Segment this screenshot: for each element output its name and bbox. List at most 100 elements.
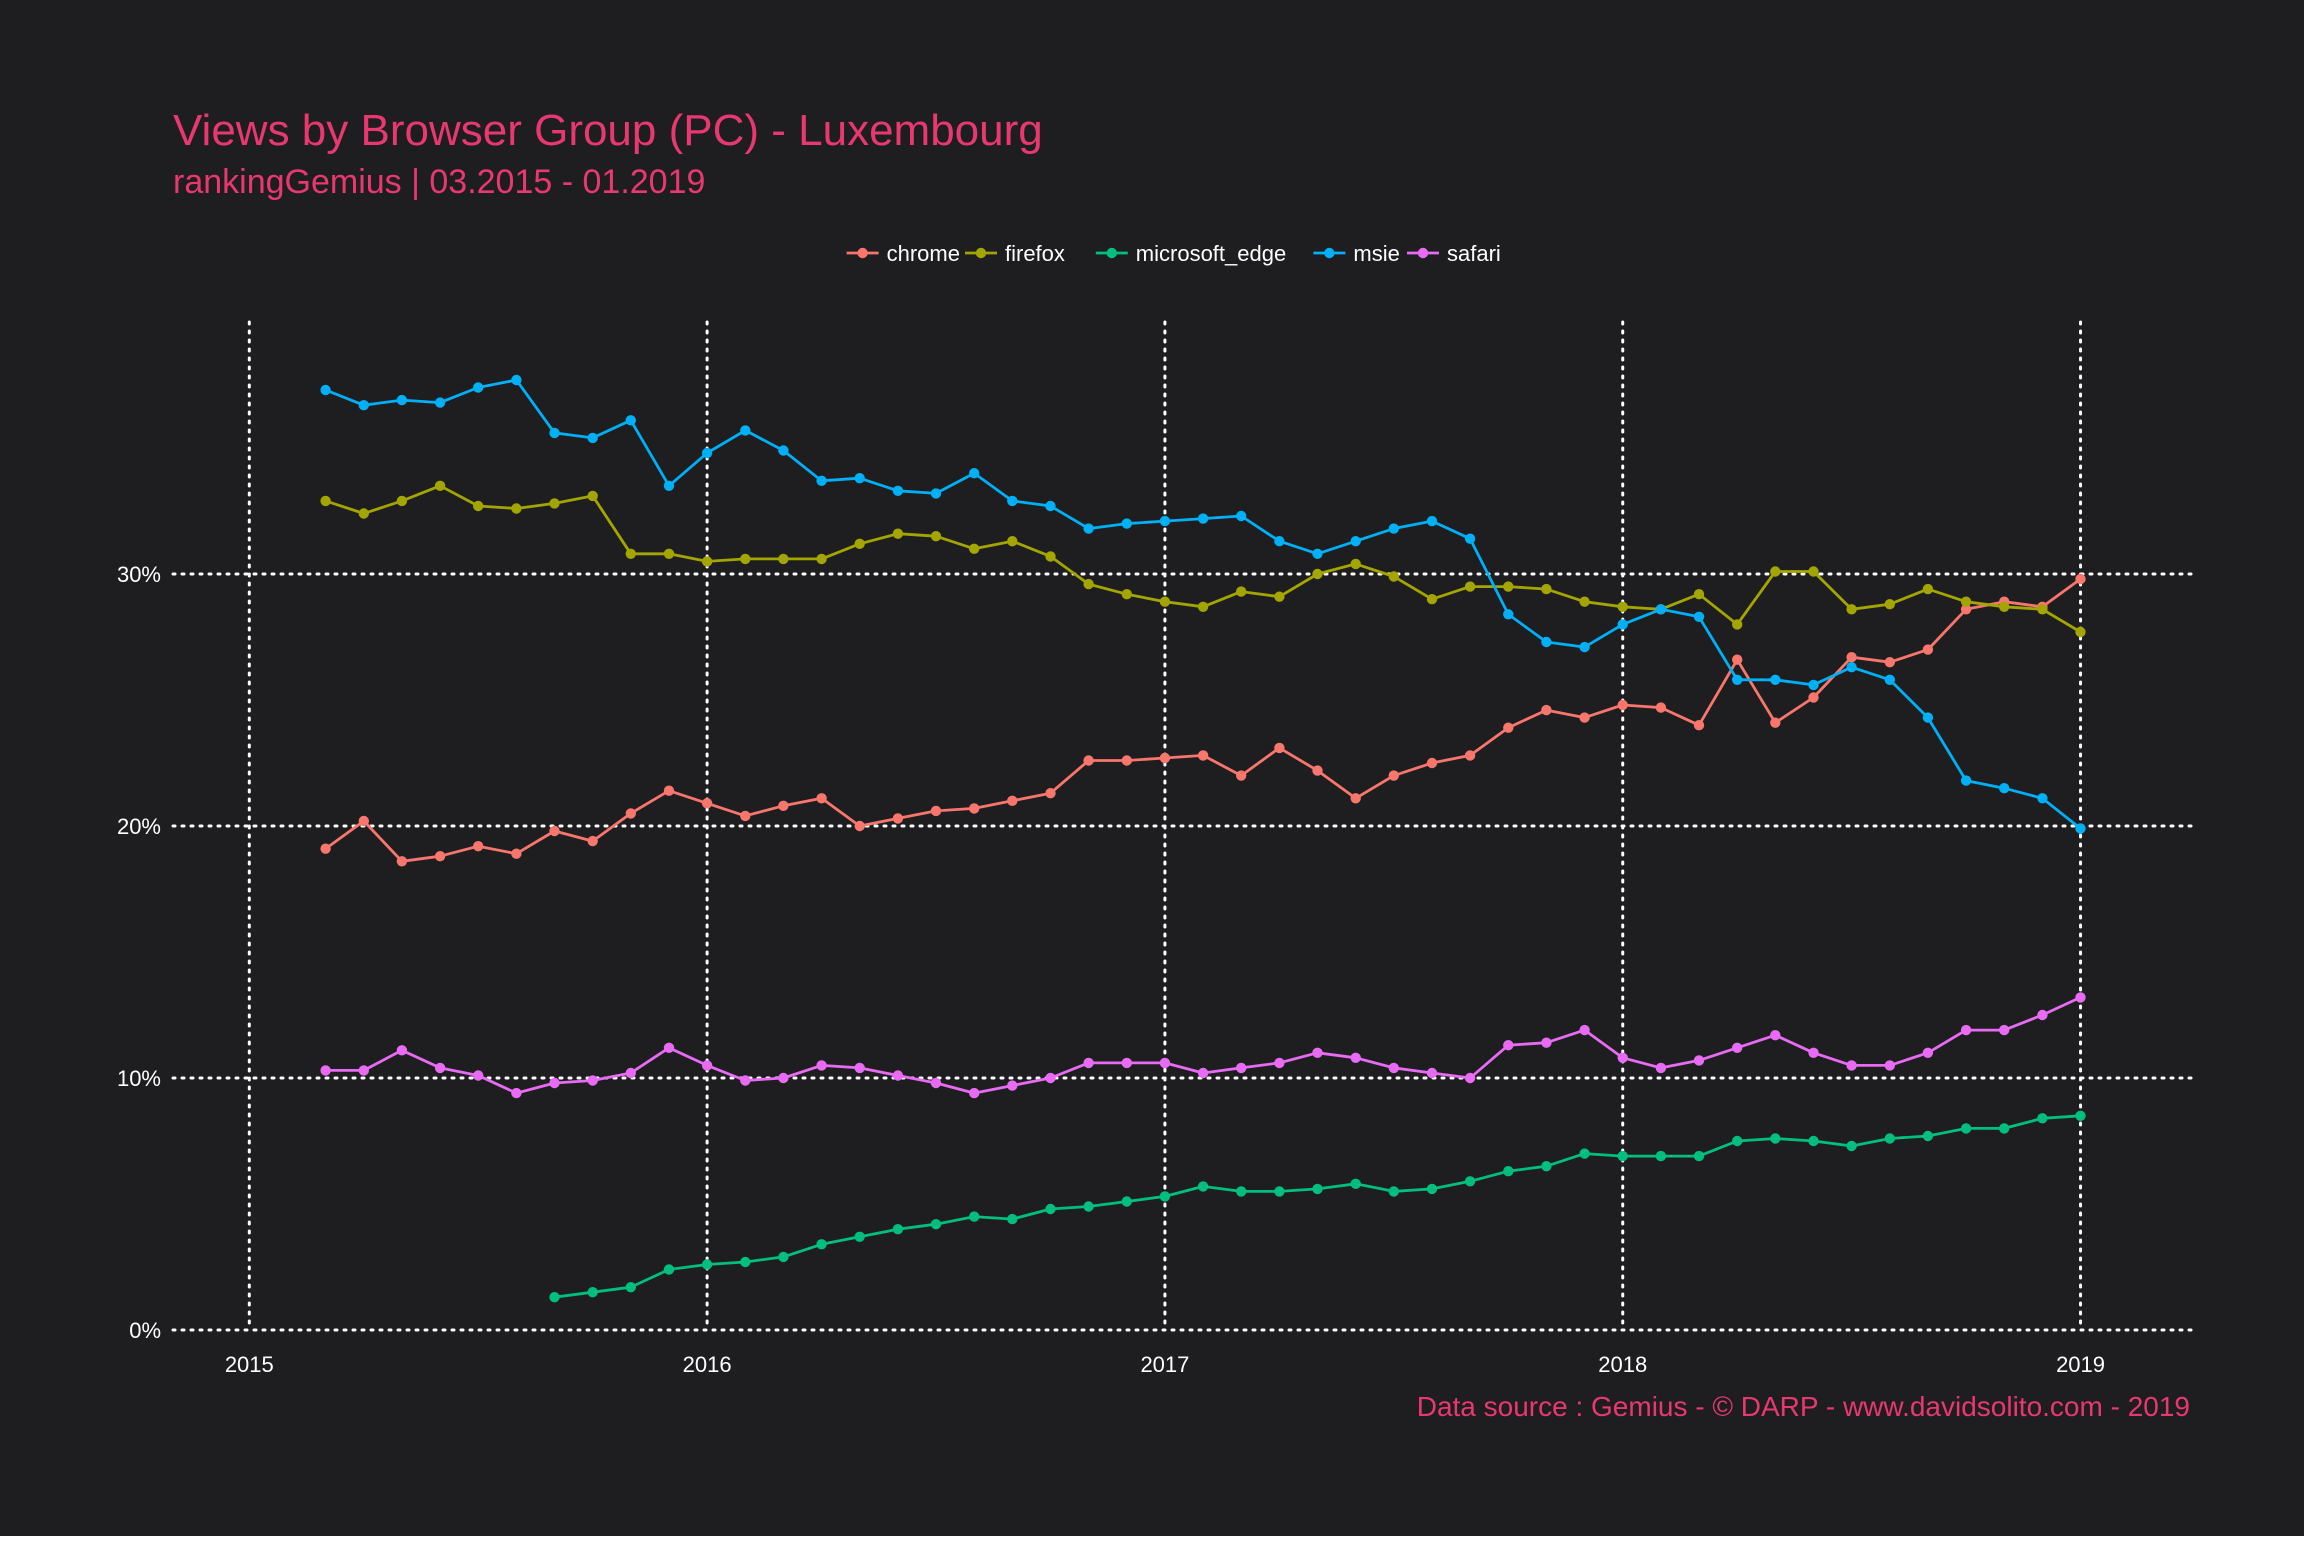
legend-label: msie [1353,241,1399,266]
data-point-safari [1312,1047,1323,1059]
data-point-msie [1884,674,1896,685]
data-point-microsoft_edge [1617,1150,1628,1162]
data-point-safari [778,1072,789,1084]
data-point-firefox [1197,601,1209,612]
data-point-safari [1045,1072,1056,1084]
data-point-msie [1388,523,1400,534]
legend-key-point [1417,247,1429,259]
data-point-msie [1693,611,1705,622]
data-point-msie [740,425,751,436]
data-point-microsoft_edge [892,1224,904,1235]
data-point-firefox [1121,589,1133,600]
data-point-msie [1617,619,1628,630]
data-point-firefox [320,495,331,507]
data-point-firefox [434,480,446,491]
data-point-msie [2037,793,2048,804]
data-point-safari [549,1077,560,1089]
data-point-firefox [1274,591,1285,602]
data-point-chrome [549,825,560,837]
data-point-microsoft_edge [549,1292,560,1303]
data-point-microsoft_edge [1121,1196,1133,1207]
legend-label: firefox [1005,241,1065,266]
y-tick-label: 30% [117,562,161,587]
data-point-chrome [1617,699,1628,711]
data-point-safari [1274,1057,1285,1069]
data-point-firefox [1007,536,1018,547]
data-point-firefox [740,553,751,565]
data-point-msie [549,427,560,439]
data-point-msie [1426,515,1438,527]
data-point-firefox [1083,578,1094,590]
data-point-chrome [1808,692,1819,703]
data-point-chrome [740,810,751,822]
data-point-microsoft_edge [2075,1110,2086,1122]
data-point-chrome [358,815,369,827]
data-point-safari [854,1062,865,1074]
data-point-firefox [1503,581,1514,592]
data-point-chrome [1274,742,1285,754]
data-point-safari [1350,1052,1361,1064]
data-point-chrome [778,800,789,811]
data-point-microsoft_edge [930,1219,942,1230]
data-point-safari [1617,1052,1628,1064]
data-point-safari [892,1070,904,1081]
data-point-safari [1960,1024,1972,1036]
data-point-microsoft_edge [1999,1123,2010,1134]
data-point-microsoft_edge [1960,1123,1972,1134]
data-point-microsoft_edge [587,1287,598,1298]
axis-layer: 2015 2016 2017 2018 2019 0% 10% 20% 30% [117,562,2105,1377]
data-point-firefox [1846,604,1857,615]
y-tick-label: 20% [117,814,161,839]
data-point-msie [1541,636,1552,648]
data-point-safari [2037,1009,2048,1021]
data-point-msie [511,374,522,386]
data-point-firefox [969,543,980,554]
data-point-microsoft_edge [1045,1203,1056,1215]
legend-item-msie: msie [1313,241,1400,266]
data-point-microsoft_edge [1197,1181,1209,1192]
x-tick-label: 2018 [1598,1352,1647,1377]
data-point-safari [1083,1057,1094,1069]
chart-title: Views by Browser Group (PC) - Luxembourg [173,106,1043,155]
data-point-msie [969,468,980,479]
data-point-microsoft_edge [1312,1183,1323,1195]
data-point-msie [358,400,369,411]
data-point-safari [1808,1047,1819,1059]
data-point-firefox [1999,601,2010,612]
data-point-microsoft_edge [1274,1186,1285,1197]
data-point-firefox [1464,581,1476,592]
data-point-chrome [1464,750,1476,761]
data-point-safari [1884,1060,1896,1071]
data-point-microsoft_edge [1846,1140,1857,1152]
data-point-chrome [1236,770,1247,781]
data-point-safari [816,1060,827,1071]
data-point-chrome [1159,752,1171,764]
data-point-safari [663,1042,675,1054]
data-point-firefox [1693,589,1705,600]
data-point-firefox [2075,626,2086,638]
data-point-firefox [2037,604,2048,615]
data-point-chrome [892,813,904,824]
legend-key-point [1324,247,1335,259]
data-point-microsoft_edge [1388,1186,1400,1197]
data-point-chrome [1579,712,1590,723]
data-point-msie [1922,712,1934,723]
data-point-msie [625,415,636,426]
data-point-chrome [854,820,865,832]
data-point-msie [1464,533,1476,544]
data-point-chrome [1388,770,1400,781]
data-point-safari [320,1065,331,1076]
data-point-msie [1846,662,1857,673]
data-point-microsoft_edge [1236,1186,1247,1197]
data-point-safari [1197,1067,1209,1079]
data-point-chrome [701,798,713,809]
data-point-safari [930,1077,942,1089]
data-point-microsoft_edge [1579,1148,1590,1159]
data-point-chrome [663,785,675,796]
legend-key-point [857,247,868,259]
grid-layer [171,320,2197,1332]
data-point-msie [1312,548,1323,559]
data-point-safari [358,1065,369,1076]
data-point-chrome [1846,652,1857,663]
data-point-microsoft_edge [1007,1213,1018,1225]
